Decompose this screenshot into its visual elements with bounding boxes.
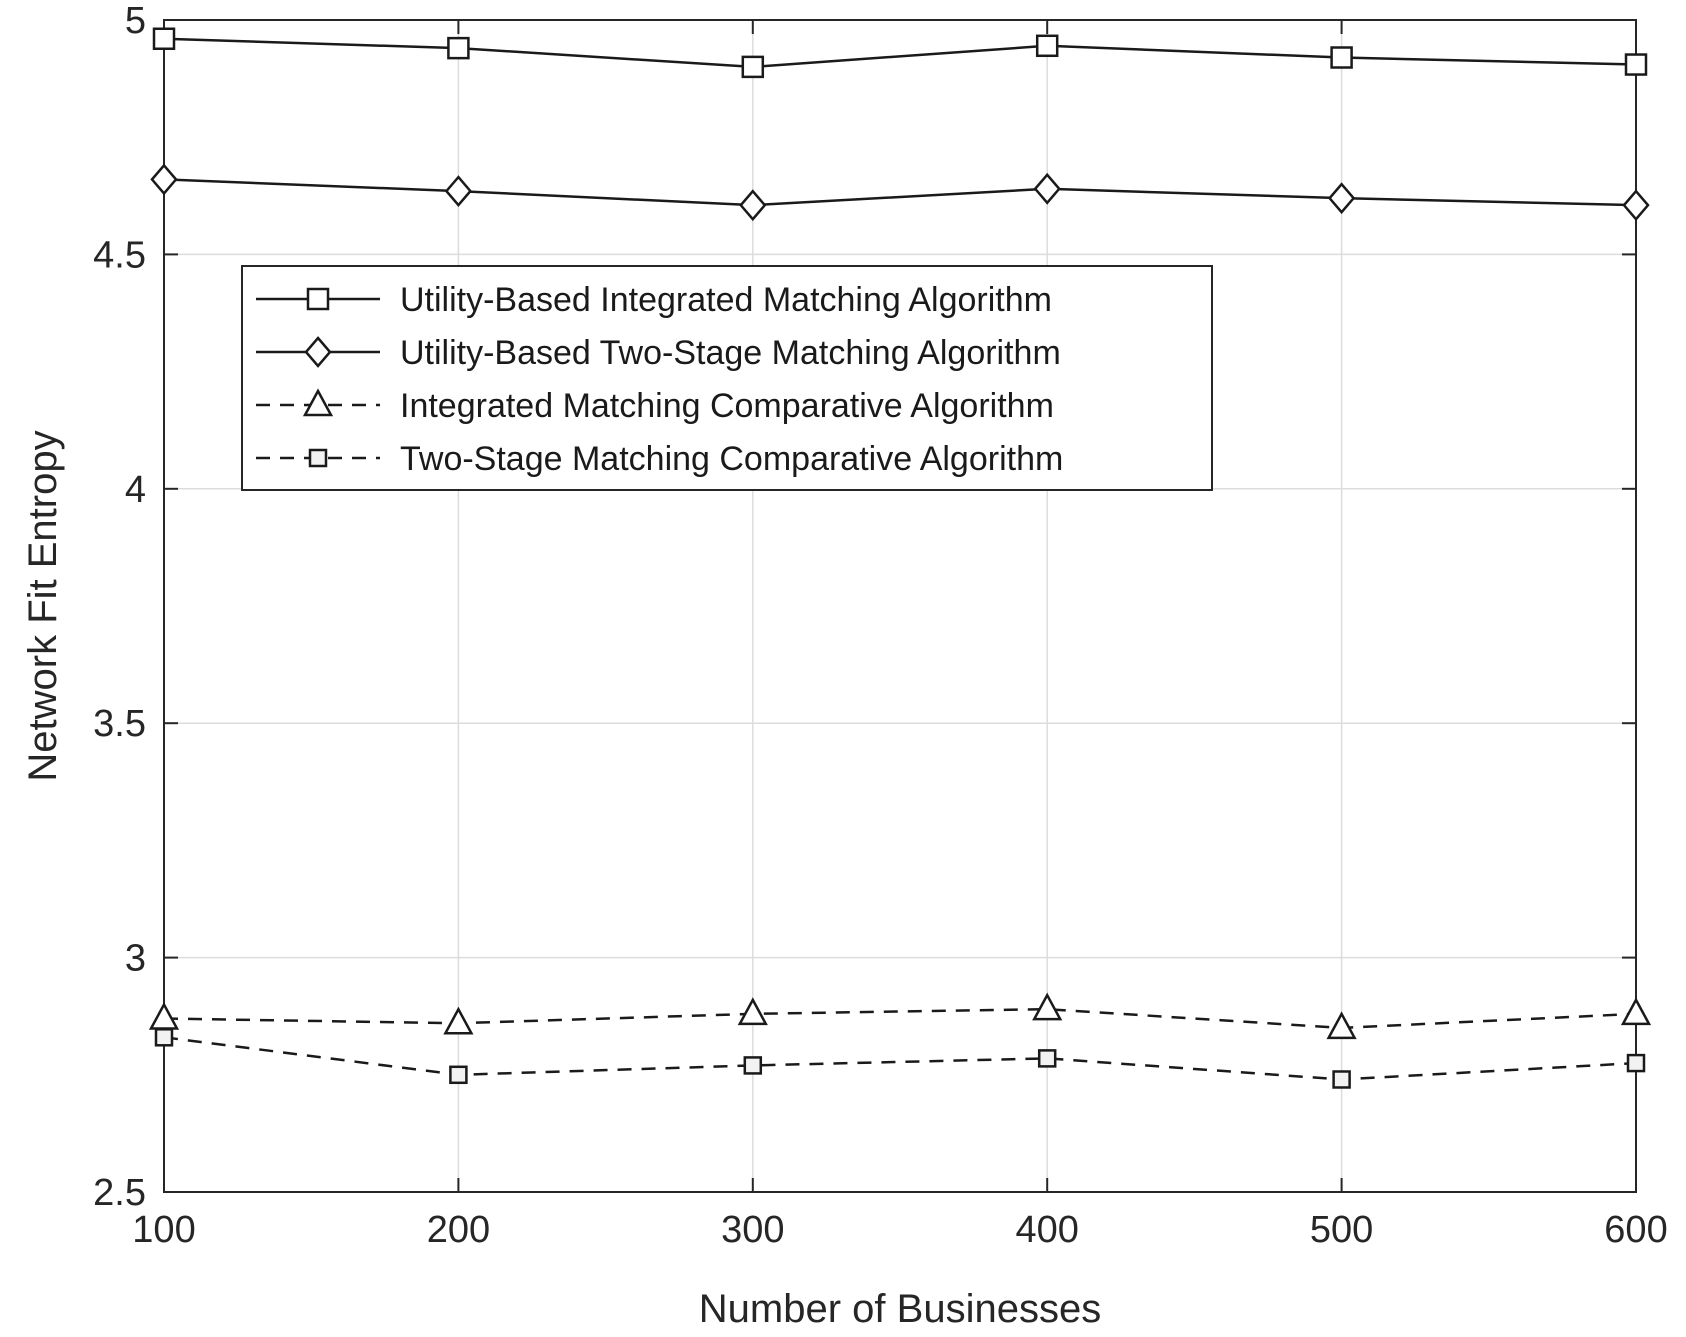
- x-tick-label: 300: [721, 1209, 784, 1251]
- x-tick-label: 400: [1015, 1209, 1078, 1251]
- data-point: [1326, 1011, 1357, 1040]
- data-point: [741, 55, 765, 79]
- legend-item: Utility-Based Integrated Matching Algori…: [256, 281, 1052, 319]
- data-point: [1626, 1053, 1646, 1073]
- y-tick-label: 4.5: [93, 234, 146, 276]
- data-point: [1330, 46, 1353, 69]
- x-tick-label: 100: [132, 1209, 195, 1251]
- data-point: [1620, 997, 1652, 1026]
- x-tick-label: 600: [1604, 1209, 1667, 1251]
- data-point: [1622, 189, 1650, 222]
- data-point: [1037, 1049, 1057, 1068]
- legend-item: Utility-Based Two-Stage Matching Algorit…: [256, 334, 1061, 372]
- y-tick-label: 3: [125, 938, 146, 980]
- series-4: [154, 1028, 1646, 1089]
- legend-marker: [308, 448, 328, 468]
- series-line: [163, 178, 1637, 207]
- data-point: [1624, 53, 1648, 76]
- x-axis-label: Number of Businesses: [699, 1287, 1101, 1331]
- legend-label: Utility-Based Two-Stage Matching Algorit…: [400, 334, 1061, 372]
- series-1: [152, 27, 1648, 79]
- data-point: [739, 189, 767, 222]
- series-line: [163, 1036, 1637, 1081]
- plot-area-frame: [163, 19, 1637, 1193]
- legend-item: Integrated Matching Comparative Algorith…: [256, 387, 1054, 425]
- data-point: [1033, 172, 1061, 205]
- series-3: [148, 992, 1652, 1040]
- series-2: [150, 163, 1650, 222]
- legend-label: Two-Stage Matching Comparative Algorithm: [400, 440, 1063, 478]
- data-point: [154, 1028, 174, 1047]
- data-point: [1332, 1070, 1351, 1089]
- x-tick-label: 500: [1310, 1209, 1373, 1251]
- data-point: [150, 163, 178, 196]
- data-point: [444, 175, 473, 208]
- legend-marker: [304, 336, 332, 368]
- legend-label: Utility-Based Integrated Matching Algori…: [400, 281, 1052, 319]
- x-tick-label: 200: [427, 1209, 490, 1251]
- data-point: [447, 36, 470, 60]
- legend-marker: [306, 287, 330, 311]
- y-tick-label: 3.5: [93, 703, 146, 745]
- legend-marker: [302, 388, 334, 417]
- y-tick-label: 5: [125, 0, 146, 42]
- legend-label: Integrated Matching Comparative Algorith…: [400, 387, 1054, 425]
- series-line: [163, 37, 1637, 69]
- data-point: [1035, 34, 1059, 58]
- y-tick-label: 4: [125, 469, 146, 511]
- series-line: [163, 1007, 1637, 1030]
- data-point: [1032, 992, 1063, 1021]
- y-tick-label: 2.5: [93, 1172, 146, 1214]
- data-point: [152, 27, 176, 51]
- data-point: [1327, 182, 1356, 215]
- data-point: [443, 1006, 474, 1035]
- series-layer: [148, 27, 1652, 1089]
- legend-box: [241, 265, 1213, 491]
- legend: Utility-Based Integrated Matching Algori…: [241, 265, 1213, 491]
- legend-item: Two-Stage Matching Comparative Algorithm: [256, 440, 1063, 478]
- data-point: [737, 997, 768, 1026]
- tick-layer: 100 200 300 400 500 600 2.5 3 3.5 4 4.5 5: [93, 0, 1668, 1251]
- data-point: [743, 1056, 763, 1075]
- y-axis-label: Network Fit Entropy: [21, 430, 65, 781]
- data-point: [449, 1065, 468, 1085]
